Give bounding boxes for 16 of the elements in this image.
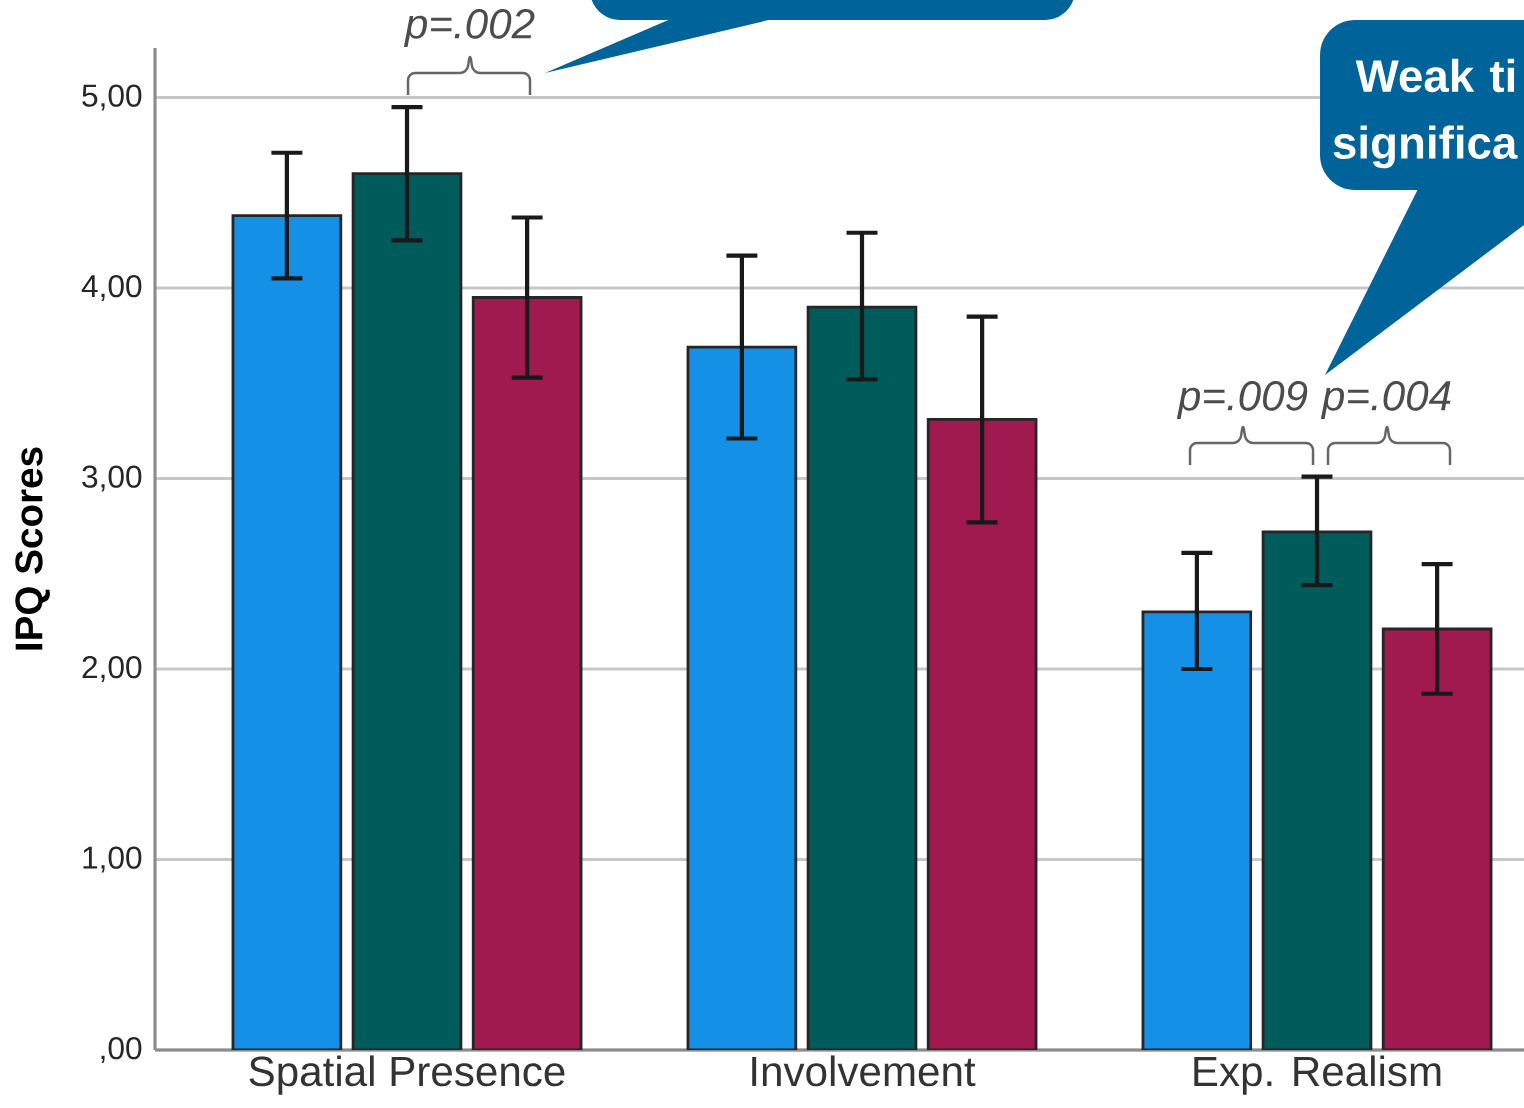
bar (1261, 530, 1373, 1051)
bar (351, 172, 463, 1051)
x-tick-label: Exp. Realism (1194, 1055, 1441, 1095)
annotation: p=.009 (1176, 380, 1308, 420)
y-tick-label: 5,00 (82, 84, 142, 111)
text: p=.002 (403, 8, 535, 48)
y-tick-label: 3,00 (82, 465, 142, 492)
annotation: p=.004 (1320, 380, 1451, 420)
y-axis-title: IPQ Scores (15, 447, 50, 650)
y-tick-label: 1,00 (83, 846, 142, 873)
x-tick-label: Spatial Presence (249, 1055, 565, 1095)
x-tick-label: Involvement (752, 1055, 976, 1087)
y-tick-label: ,00 (101, 1036, 142, 1064)
annotation: Weak ti significa (1333, 58, 1518, 169)
y-tick-label: 4,00 (81, 274, 142, 302)
y-tick-label: 2,00 (82, 655, 142, 683)
